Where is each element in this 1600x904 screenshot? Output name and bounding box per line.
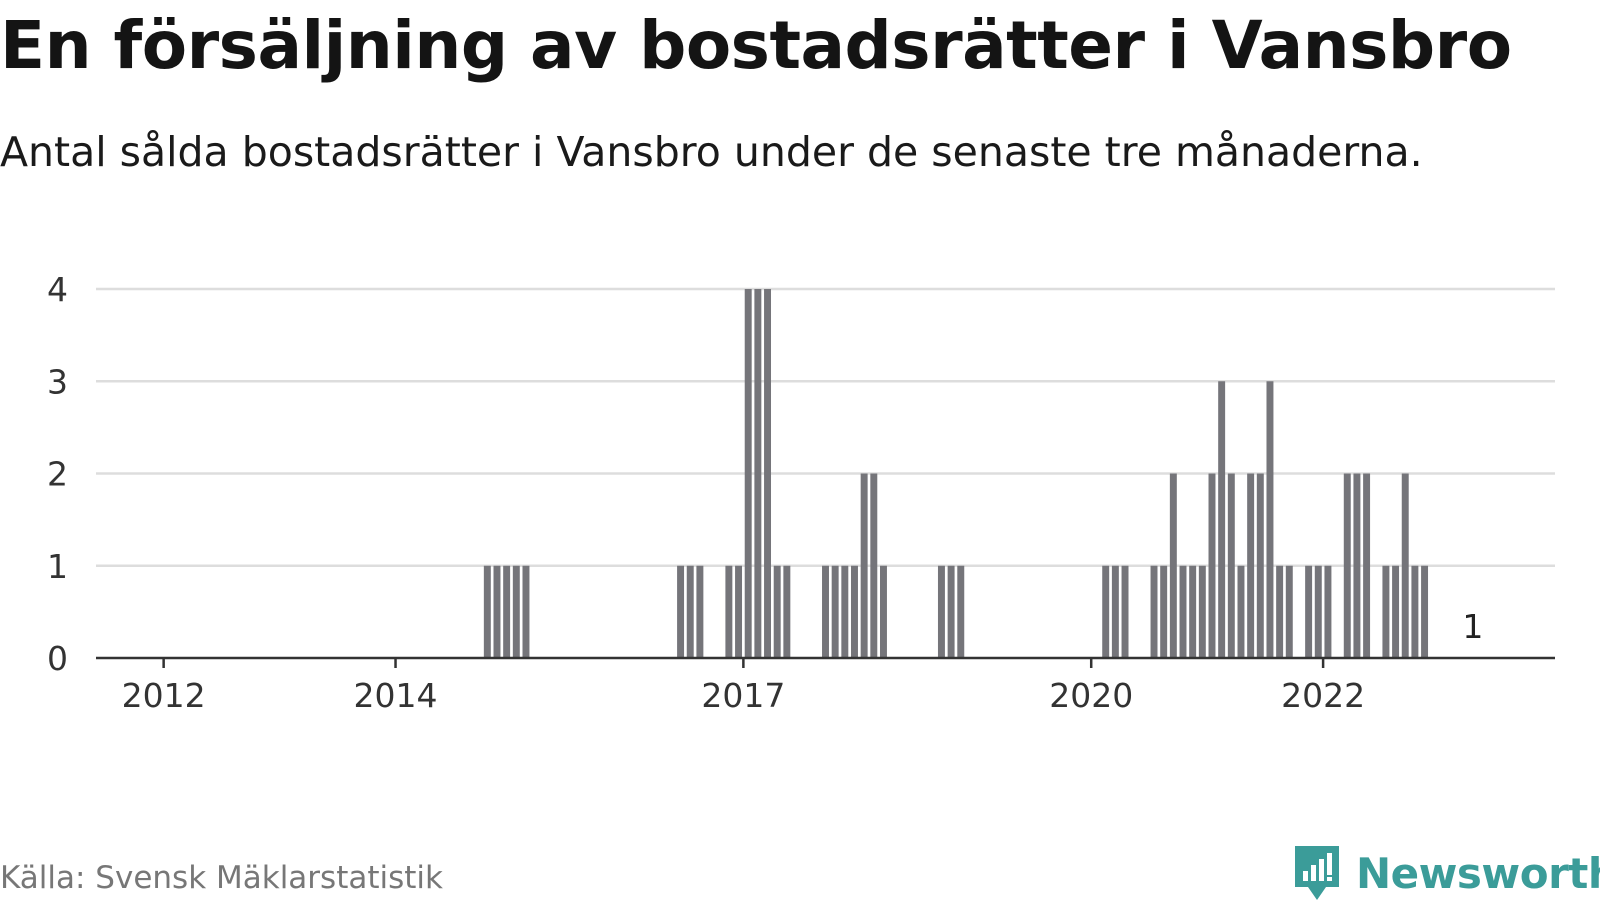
- bar: [1227, 473, 1235, 658]
- bar: [1150, 565, 1158, 658]
- chart-subtitle: Antal sålda bostadsrätter i Vansbro unde…: [0, 128, 1423, 176]
- bar: [1382, 565, 1390, 658]
- x-tick-label: 2017: [701, 676, 785, 715]
- bar: [860, 473, 868, 658]
- bar: [1111, 565, 1119, 658]
- bar: [1276, 565, 1284, 658]
- bar: [1247, 473, 1255, 658]
- bar: [879, 565, 887, 658]
- bar: [493, 565, 501, 658]
- bar: [744, 289, 752, 658]
- bar: [1160, 565, 1168, 658]
- bar: [1401, 473, 1409, 658]
- bar: [937, 565, 945, 658]
- y-tick-label: 2: [47, 455, 68, 494]
- bars: [483, 289, 1429, 658]
- bar: [686, 565, 694, 658]
- bar: [1411, 565, 1419, 658]
- bar: [1237, 565, 1245, 658]
- x-axis-ticks: 2012 2014 2017 2020 2022: [122, 658, 1365, 715]
- bar: [851, 565, 858, 658]
- bar: [503, 565, 511, 658]
- bar: [1353, 473, 1361, 658]
- bar: [1256, 473, 1264, 658]
- x-tick-label: 2014: [354, 676, 438, 715]
- y-tick-label: 4: [47, 270, 68, 309]
- x-tick-label: 2020: [1049, 676, 1133, 715]
- bar: [1314, 565, 1322, 658]
- chart-title: En försäljning av bostadsrätter i Vansbr…: [0, 7, 1512, 84]
- x-tick-label: 2012: [122, 676, 206, 715]
- bar: [725, 565, 733, 658]
- bar: [1198, 565, 1206, 658]
- y-axis-ticks: 0 1 2 3 4: [47, 270, 68, 678]
- bar: [677, 565, 685, 658]
- bar: [1285, 565, 1293, 658]
- bar: [483, 565, 491, 658]
- y-tick-label: 0: [47, 639, 68, 678]
- bar: [696, 565, 704, 658]
- annotations: 1: [1462, 607, 1483, 646]
- bar: [1343, 473, 1351, 658]
- bar: [735, 565, 743, 658]
- source-note: Källa: Svensk Mäklarstatistik: [0, 860, 443, 896]
- bar: [1179, 565, 1187, 658]
- bar: [1392, 565, 1400, 658]
- brand-logo: Newsworthy: [1292, 842, 1600, 904]
- bar: [1189, 565, 1197, 658]
- bar: [754, 289, 762, 658]
- bar: [870, 473, 878, 658]
- y-tick-label: 3: [47, 362, 68, 401]
- bar: [1324, 565, 1332, 658]
- bar: [822, 565, 829, 658]
- bar: [512, 565, 520, 658]
- bar: [947, 565, 955, 658]
- bar: [1218, 381, 1226, 658]
- brand-name: Newsworthy: [1356, 848, 1600, 898]
- bar: [1363, 473, 1371, 658]
- value-label: 1: [1462, 607, 1483, 646]
- bar: [1266, 381, 1274, 658]
- bar: [1102, 565, 1110, 658]
- bar: [783, 565, 791, 658]
- bar: [522, 565, 530, 658]
- bar: [764, 289, 772, 658]
- grid-lines: [96, 287, 1555, 567]
- bar: [773, 565, 781, 658]
- x-tick-label: 2022: [1281, 676, 1365, 715]
- bar: [1208, 473, 1216, 658]
- bar: [957, 565, 965, 658]
- bar: [841, 565, 849, 658]
- bar: [1421, 565, 1429, 658]
- y-tick-label: 1: [47, 547, 68, 586]
- bar: [1305, 565, 1313, 658]
- bar: [831, 565, 839, 658]
- newsworthy-logo-icon: [1295, 846, 1339, 900]
- bar: [1121, 565, 1129, 658]
- bar: [1169, 473, 1177, 658]
